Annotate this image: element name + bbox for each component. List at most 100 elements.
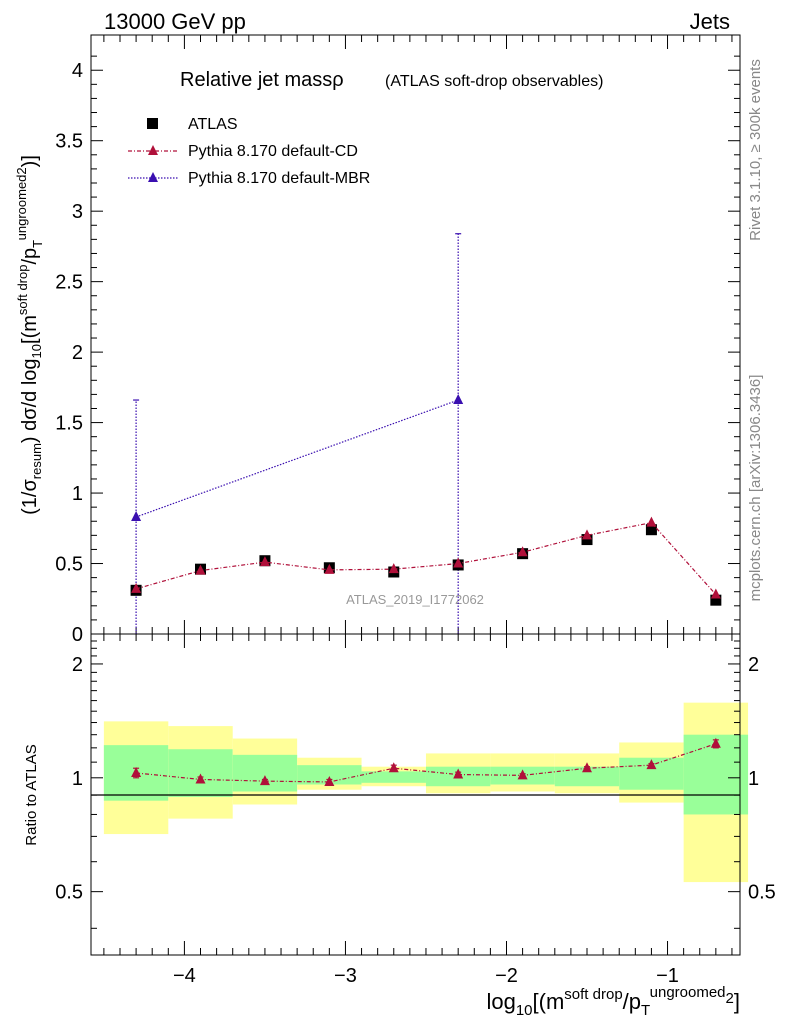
main-panel: Relative jet massρ (ATLAS soft-drop obse…	[14, 34, 741, 646]
ratio-plot-frame	[90, 633, 741, 956]
main-y-tick-label: 3	[72, 201, 83, 223]
legend-cd-label: Pythia 8.170 default-CD	[188, 143, 358, 160]
cd-data-point	[453, 557, 464, 568]
xlabel-T: T	[641, 1002, 650, 1019]
ratio-cd-data-point	[710, 737, 721, 748]
main-series-layer	[130, 233, 722, 634]
ratio-cd-data-point	[388, 762, 399, 773]
atlas-data-point	[645, 524, 657, 536]
ratio-cd-data-point	[259, 775, 270, 786]
main-y-axis-title: (1/σresum) dσ/d log10[(msoft drop/pTungr…	[14, 155, 45, 515]
cd-data-point	[324, 563, 335, 574]
mcplots-label: mcplots.cern.ch [arXiv:1306.3436]	[747, 375, 764, 602]
main-y-axis: 0 0.5 1 1.5 2 2.5 3 3.5 4	[55, 55, 740, 646]
legend-atlas-label: ATLAS	[188, 116, 238, 133]
ratio-panel: 0.5 0.5 1 1 2 2 −4 −3 −2 −1 Ratio to ATLAS log10…	[23, 633, 776, 1019]
xlabel-ungroomed: ungroomed	[650, 984, 726, 1001]
ratio-y-tick-label-right: 2	[748, 654, 759, 676]
main-x-ticks	[103, 35, 733, 634]
ratio-x-axis: −4 −3 −2 −1	[103, 634, 733, 987]
atlas-data-point	[581, 534, 593, 546]
x-tick-label: −3	[334, 965, 357, 987]
xlabel-bracket: [(m	[533, 989, 565, 1014]
ylabel-resum: resum	[29, 443, 44, 479]
main-y-tick-label: 1.5	[55, 413, 83, 435]
header-process-label: Jets	[690, 9, 730, 34]
mbr-data-point	[131, 511, 142, 522]
ratio-y-axis: 0.5 0.5 1 1 2 2	[55, 640, 776, 929]
xlabel-two: 2	[726, 990, 734, 1007]
main-y-tick-label: 1	[72, 483, 83, 505]
ratio-y-tick-label-left: 2	[72, 654, 83, 676]
ylabel-slash: /p	[19, 248, 41, 265]
xlabel-ten: 10	[516, 1002, 533, 1019]
main-y-tick-label: 4	[72, 60, 83, 82]
ratio-band-1sigma	[232, 754, 298, 792]
ylabel-mid: ) dσ/d log	[19, 358, 41, 443]
ratio-cd-line	[136, 743, 717, 783]
ratio-x-axis-title: log10[(msoft drop/pTungroomed2]	[486, 984, 740, 1019]
ratio-band-1sigma	[554, 766, 620, 787]
main-y-tick-label: 0.5	[55, 554, 83, 576]
ratio-series-layer	[131, 737, 721, 786]
header-energy-label: 13000 GeV pp	[104, 9, 246, 34]
legend-mbr-marker	[148, 172, 158, 182]
main-y-tick-label: 2	[72, 342, 83, 364]
ylabel-ten: 10	[29, 344, 44, 358]
ratio-cd-data-point	[517, 769, 528, 780]
ratio-cd-data-point	[582, 762, 593, 773]
ylabel-close: )]	[19, 155, 41, 167]
experiment-watermark: ATLAS_2019_I1772062	[346, 592, 484, 607]
x-tick-label: −2	[495, 965, 518, 987]
ylabel-pre: (1/σ	[19, 479, 41, 515]
ylabel-two: 2	[14, 167, 29, 174]
ratio-y-tick-label-left: 0.5	[55, 882, 83, 904]
main-y-tick-label: 3.5	[55, 131, 83, 153]
ratio-cd-data-point	[131, 766, 142, 777]
legend-cd-marker	[148, 145, 158, 155]
atlas-data-point	[710, 594, 722, 606]
cd-data-point	[259, 556, 270, 567]
cd-data-point	[131, 582, 142, 593]
ratio-y-axis-title: Ratio to ATLAS	[23, 744, 40, 845]
main-plot-subtitle: (ATLAS soft-drop observables)	[385, 73, 603, 90]
cd-series-line	[135, 522, 717, 595]
ratio-y-tick-label-left: 1	[72, 768, 83, 790]
main-y-tick-label: 0	[72, 624, 83, 646]
rivet-version-label: Rivet 3.1.10, ≥ 300k events	[747, 59, 764, 241]
ratio-uncertainty-bands	[103, 702, 749, 883]
legend: ATLAS Pythia 8.170 default-CD Pythia 8.1…	[128, 116, 370, 187]
ratio-cd-data-point	[195, 773, 206, 784]
main-plot-title: Relative jet massρ	[180, 69, 344, 91]
legend-mbr-label: Pythia 8.170 default-MBR	[188, 170, 370, 187]
mbr-data-point	[453, 394, 464, 405]
xlabel-close: ]	[734, 989, 740, 1014]
ratio-band-1sigma	[361, 771, 426, 783]
cd-data-point	[388, 563, 399, 574]
main-y-tick-label: 2.5	[55, 272, 83, 294]
ylabel-T: T	[30, 240, 45, 248]
cd-data-point	[517, 546, 528, 557]
mbr-series-line	[135, 399, 459, 518]
ratio-y-tick-label-right: 1	[748, 768, 759, 790]
ylabel-ungroomed: ungroomed	[14, 175, 29, 241]
ratio-band-1sigma	[168, 749, 233, 797]
xlabel-pre: log	[486, 989, 515, 1014]
ratio-band-1sigma	[297, 765, 362, 785]
cd-data-point	[195, 564, 206, 575]
cd-data-point	[710, 588, 721, 599]
ratio-cd-data-point	[646, 759, 657, 770]
ratio-y-tick-label-right: 0.5	[748, 882, 776, 904]
cd-data-point	[582, 529, 593, 540]
ratio-cd-data-point	[453, 768, 464, 779]
ylabel-bracket: [(m	[19, 315, 41, 344]
x-tick-label: −1	[656, 965, 679, 987]
ratio-cd-data-point	[324, 775, 335, 786]
x-tick-label: −4	[173, 965, 196, 987]
legend-atlas-marker	[147, 118, 158, 129]
xlabel-slash: /p	[623, 989, 641, 1014]
cd-data-point	[646, 516, 657, 527]
ylabel-softdrop: soft drop	[15, 265, 30, 316]
xlabel-softdrop: soft drop	[564, 986, 622, 1003]
